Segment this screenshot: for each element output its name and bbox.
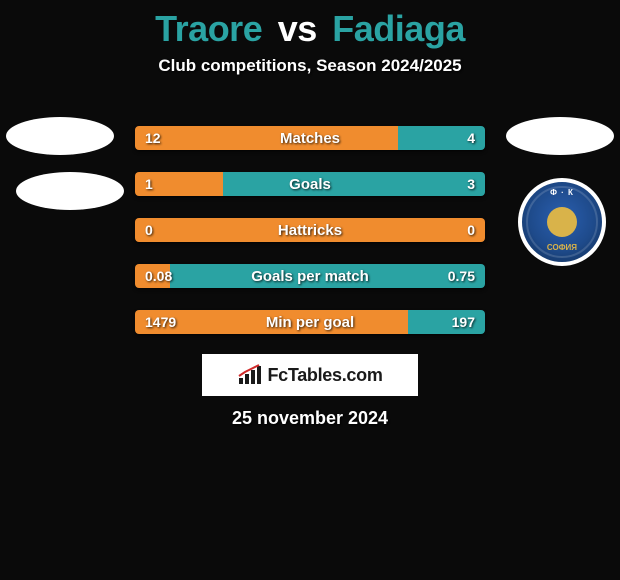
stat-bar-left xyxy=(135,218,485,242)
badge-top-text: Ф · К xyxy=(550,188,574,197)
stat-bar-right xyxy=(398,126,486,150)
subtitle: Club competitions, Season 2024/2025 xyxy=(0,56,620,76)
player-right-club-badge: Ф · К СОФИЯ xyxy=(518,178,606,266)
player-right-name: Fadiaga xyxy=(332,8,465,49)
player-left-avatar-placeholder xyxy=(6,117,114,155)
stat-bar-left xyxy=(135,264,170,288)
stat-bar-right xyxy=(170,264,485,288)
stat-row: Hattricks00 xyxy=(135,218,485,242)
player-right-avatar-placeholder xyxy=(506,117,614,155)
stat-bar-left xyxy=(135,126,398,150)
comparison-title: Traore vs Fadiaga xyxy=(0,0,620,50)
stat-bar-right xyxy=(408,310,485,334)
bar-chart-icon xyxy=(237,364,263,386)
stat-row: Goals per match0.080.75 xyxy=(135,264,485,288)
stat-row: Min per goal1479197 xyxy=(135,310,485,334)
stat-bar-right xyxy=(223,172,486,196)
stat-bar-left xyxy=(135,172,223,196)
player-left-name: Traore xyxy=(155,8,262,49)
stat-bar-left xyxy=(135,310,408,334)
comparison-bars: Matches124 Goals13 Hattricks00 Goals per ma… xyxy=(135,126,485,356)
badge-bottom-text: СОФИЯ xyxy=(547,243,577,252)
vs-separator: vs xyxy=(278,8,317,49)
player-left-club-placeholder xyxy=(16,172,124,210)
source-logo: FcTables.com xyxy=(202,354,418,396)
source-logo-text: FcTables.com xyxy=(267,365,382,386)
snapshot-date: 25 november 2024 xyxy=(0,408,620,429)
stat-row: Goals13 xyxy=(135,172,485,196)
stat-row: Matches124 xyxy=(135,126,485,150)
